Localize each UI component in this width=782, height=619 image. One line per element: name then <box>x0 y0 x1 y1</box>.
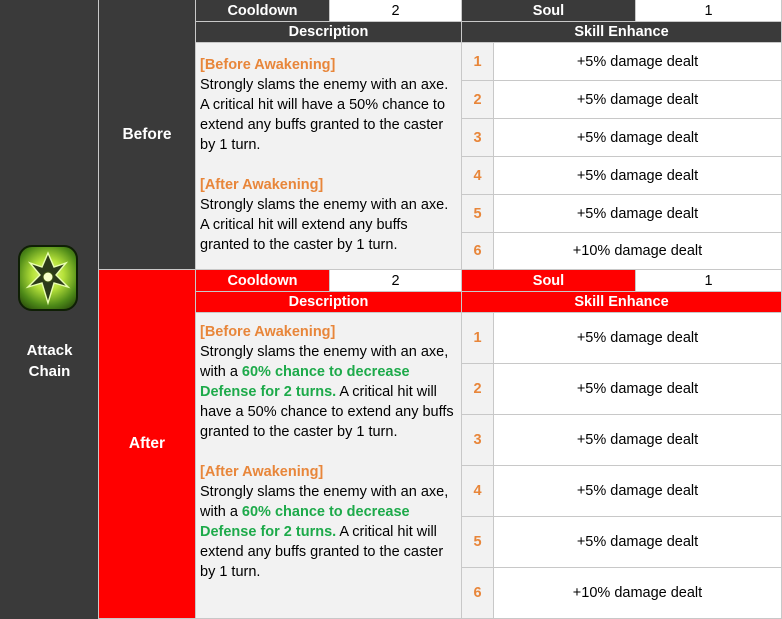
after-awakening-text: Strongly slams the enemy with an axe, wi… <box>200 484 449 580</box>
enhance-level: 2 <box>462 81 494 119</box>
before-awakening-text: Strongly slams the enemy with an axe, wi… <box>200 344 454 440</box>
after-awakening-heading: [After Awakening] <box>200 464 324 480</box>
before-awakening-text: Strongly slams the enemy with an axe. A … <box>200 77 449 153</box>
before-cooldown-value: 2 <box>330 0 462 22</box>
before-description-header: Description <box>196 22 462 43</box>
enhance-level: 5 <box>462 195 494 233</box>
enhance-text: +5% damage dealt <box>494 466 782 517</box>
enhance-text: +5% damage dealt <box>494 415 782 466</box>
after-description: [Before Awakening] Strongly slams the en… <box>196 313 462 619</box>
enhance-level: 4 <box>462 466 494 517</box>
enhance-level: 4 <box>462 157 494 195</box>
after-cooldown-label: Cooldown <box>196 270 330 292</box>
after-awakening-text: Strongly slams the enemy with an axe. A … <box>200 197 449 253</box>
after-awakening-heading: [After Awakening] <box>200 177 324 193</box>
enhance-level: 3 <box>462 119 494 157</box>
enhance-text: +5% damage dealt <box>494 364 782 415</box>
enhance-level: 6 <box>462 233 494 270</box>
before-soul-value: 1 <box>636 0 782 22</box>
enhance-text: +10% damage dealt <box>494 568 782 619</box>
enhance-level: 3 <box>462 415 494 466</box>
before-description: [Before Awakening] Strongly slams the en… <box>196 43 462 270</box>
skill-name: Attack Chain <box>26 342 73 380</box>
enhance-level: 2 <box>462 364 494 415</box>
before-cooldown-label: Cooldown <box>196 0 330 22</box>
before-awakening-heading: [Before Awakening] <box>200 57 336 73</box>
enhance-level: 6 <box>462 568 494 619</box>
enhance-level: 1 <box>462 43 494 81</box>
before-awakening-heading: [Before Awakening] <box>200 324 336 340</box>
enhance-text: +5% damage dealt <box>494 195 782 233</box>
enhance-text: +10% damage dealt <box>494 233 782 270</box>
enhance-text: +5% damage dealt <box>494 157 782 195</box>
defense-debuff-highlight: 60% chance to decrease Defense for 2 tur… <box>200 364 410 400</box>
enhance-text: +5% damage dealt <box>494 81 782 119</box>
after-skill-enhance-header: Skill Enhance <box>462 292 782 313</box>
before-skill-enhance-header: Skill Enhance <box>462 22 782 43</box>
after-description-header: Description <box>196 292 462 313</box>
before-label: Before <box>99 0 196 270</box>
after-soul-value: 1 <box>636 270 782 292</box>
after-label: After <box>99 270 196 619</box>
enhance-text: +5% damage dealt <box>494 43 782 81</box>
enhance-text: +5% damage dealt <box>494 517 782 568</box>
axe-chain-icon <box>18 245 78 311</box>
before-enhance-list: 1 +5% damage dealt 2 +5% damage dealt 3 … <box>462 43 782 270</box>
enhance-text: +5% damage dealt <box>494 313 782 364</box>
after-enhance-list: 1 +5% damage dealt 2 +5% damage dealt 3 … <box>462 313 782 619</box>
enhance-level: 1 <box>462 313 494 364</box>
enhance-text: +5% damage dealt <box>494 119 782 157</box>
before-soul-label: Soul <box>462 0 636 22</box>
enhance-level: 5 <box>462 517 494 568</box>
after-soul-label: Soul <box>462 270 636 292</box>
skill-cell: Attack Chain <box>0 0 99 619</box>
after-cooldown-value: 2 <box>330 270 462 292</box>
defense-debuff-highlight: 60% chance to decrease Defense for 2 tur… <box>200 504 410 540</box>
